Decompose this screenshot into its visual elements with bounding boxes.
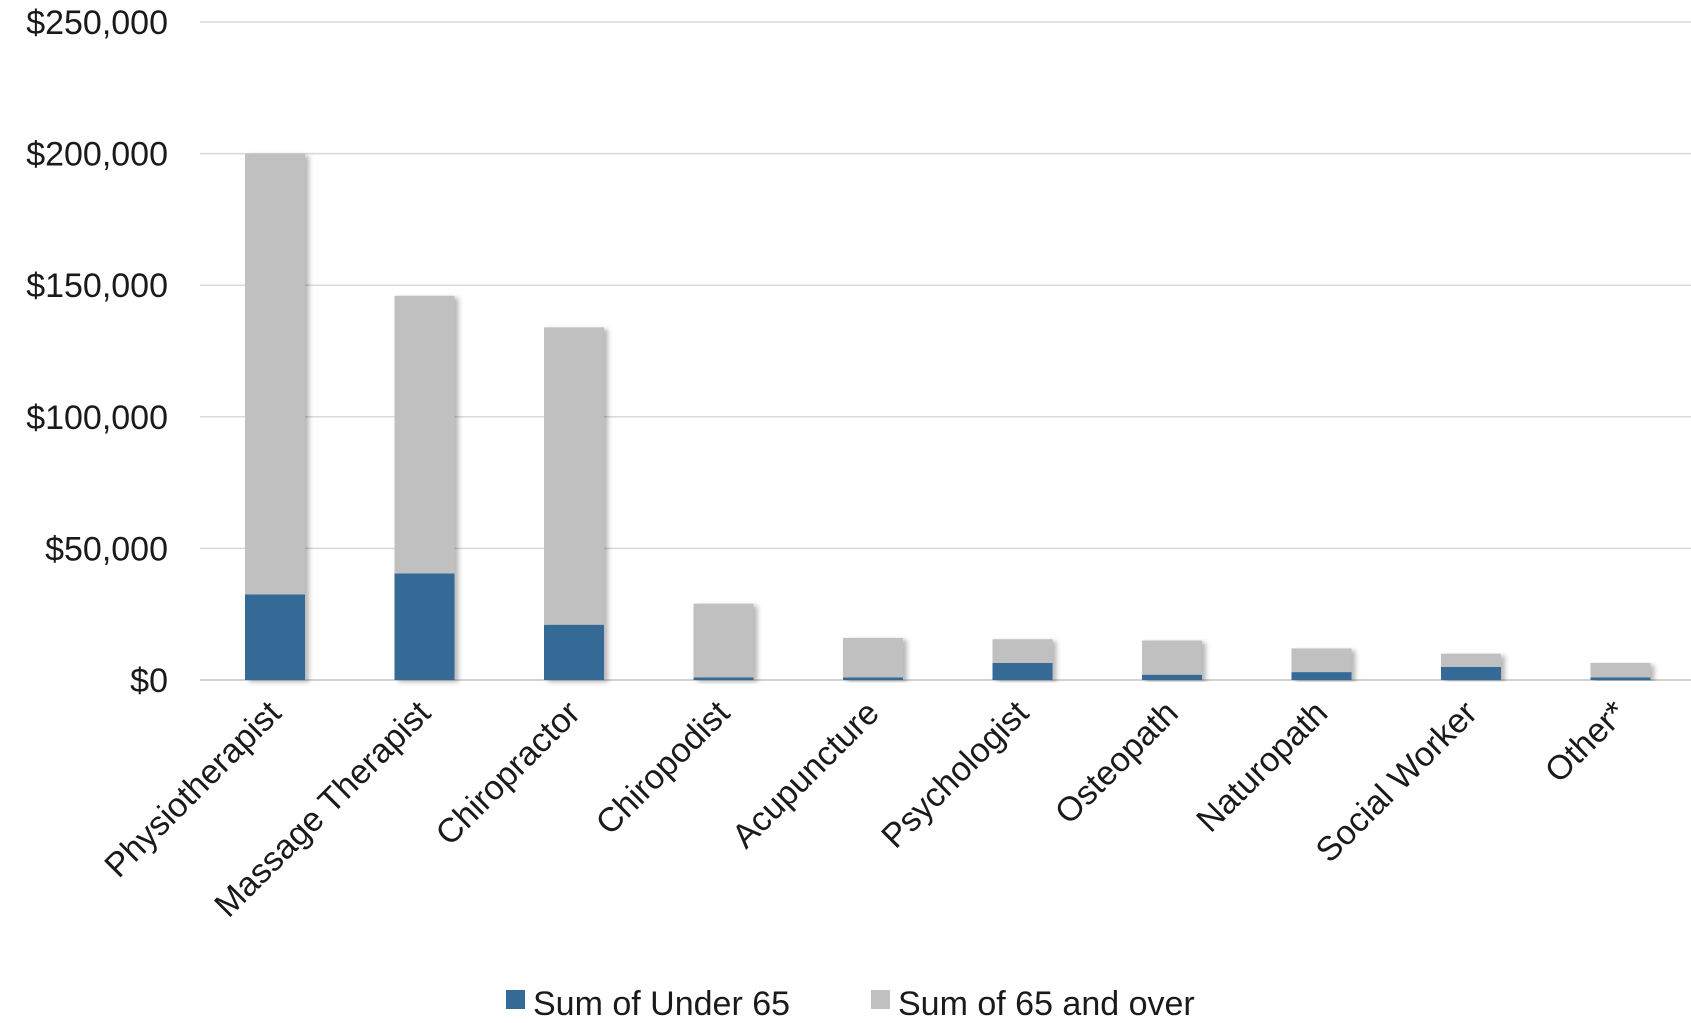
x-category-label-other: Other* — [1538, 694, 1634, 790]
bar-chiropractor-sum-of-under-65 — [544, 624, 604, 680]
y-tick-label: $100,000 — [26, 399, 168, 437]
x-category-label-psychologist: Psychologist — [874, 693, 1036, 855]
bar-stack-physiotherapist — [245, 153, 305, 680]
bar-chiropractor-sum-of-65-and-over — [544, 327, 604, 625]
bar-stack-psychologist — [992, 639, 1053, 680]
bar-chiropodist-sum-of-under-65 — [693, 677, 754, 680]
bar-stack-chiropractor — [544, 327, 604, 680]
bar-stack-osteopath — [1142, 640, 1202, 680]
y-axis-tick-labels: $0 $50,000 $100,000 $150,000 $200,000 $250,00… — [26, 4, 168, 700]
legend-label-under-65: Sum of Under 65 — [533, 985, 790, 1023]
x-category-label-social-worker: Social Worker — [1309, 694, 1485, 870]
bar-stack-chiropodist — [693, 603, 754, 680]
bar-massage-therapist-sum-of-65-and-over — [394, 295, 455, 574]
bar-psychologist-sum-of-under-65 — [992, 662, 1053, 680]
legend: Sum of Under 65 Sum of 65 and over — [506, 985, 1195, 1023]
bar-naturopath-sum-of-under-65 — [1291, 672, 1352, 680]
bar-other-sum-of-under-65 — [1590, 677, 1651, 680]
x-category-label-acupuncture: Acupuncture — [725, 694, 887, 856]
bar-osteopath-sum-of-65-and-over — [1142, 640, 1202, 675]
bars — [245, 153, 1651, 680]
bar-other-sum-of-65-and-over — [1590, 662, 1651, 678]
bar-stack-other — [1590, 662, 1651, 680]
bar-stack-social-worker — [1441, 653, 1501, 680]
bar-social-worker-sum-of-under-65 — [1441, 666, 1501, 680]
bar-chiropodist-sum-of-65-and-over — [693, 603, 754, 678]
y-tick-label: $150,000 — [26, 267, 168, 305]
bar-psychologist-sum-of-65-and-over — [992, 639, 1053, 663]
bar-osteopath-sum-of-under-65 — [1142, 674, 1202, 680]
legend-swatch-65-and-over — [871, 990, 890, 1009]
bar-social-worker-sum-of-65-and-over — [1441, 653, 1501, 667]
y-tick-label: $0 — [130, 662, 168, 700]
y-tick-label: $250,000 — [26, 4, 168, 42]
bar-stack-acupuncture — [843, 637, 903, 680]
legend-label-65-and-over: Sum of 65 and over — [898, 985, 1195, 1023]
legend-swatch-under-65 — [506, 990, 525, 1009]
x-category-label-naturopath: Naturopath — [1189, 694, 1335, 840]
bar-physiotherapist-sum-of-65-and-over — [245, 153, 305, 595]
x-category-label-chiropodist: Chiropodist — [589, 693, 738, 842]
x-category-label-osteopath: Osteopath — [1048, 694, 1186, 832]
y-tick-label: $50,000 — [45, 530, 168, 568]
y-tick-label: $200,000 — [26, 136, 168, 174]
bar-stack-naturopath — [1291, 648, 1352, 680]
x-category-label-chiropractor: Chiropractor — [429, 694, 588, 853]
bar-acupuncture-sum-of-under-65 — [843, 677, 903, 680]
bar-naturopath-sum-of-65-and-over — [1291, 648, 1352, 673]
bar-acupuncture-sum-of-65-and-over — [843, 637, 903, 678]
bar-physiotherapist-sum-of-under-65 — [245, 594, 305, 680]
bar-stack-massage-therapist — [394, 295, 455, 680]
bar-massage-therapist-sum-of-under-65 — [394, 573, 455, 680]
